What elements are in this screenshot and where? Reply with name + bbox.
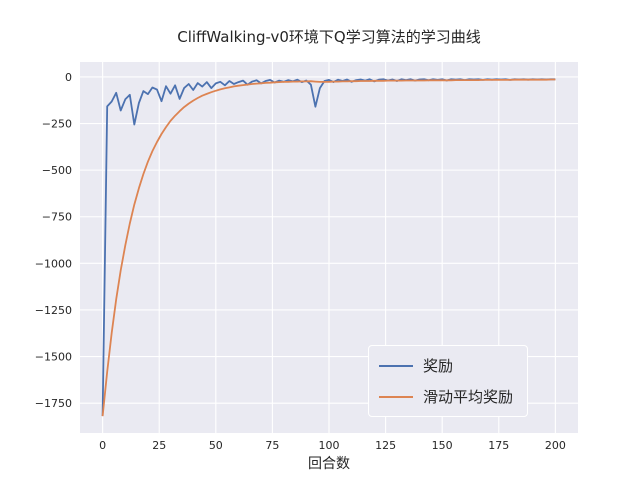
y-tick-label: 0 [65, 71, 72, 84]
y-tick-label: −1500 [35, 351, 72, 364]
x-tick-label: 175 [488, 439, 509, 452]
x-tick-label: 25 [152, 439, 166, 452]
x-tick-label: 0 [99, 439, 106, 452]
legend: 奖励 滑动平均奖励 [368, 345, 529, 417]
x-tick-label: 150 [432, 439, 453, 452]
moving-average-line [101, 78, 556, 417]
legend-line-swatch-moving-average [379, 395, 413, 398]
y-tick-label: −750 [42, 211, 72, 224]
x-tick-label: 75 [265, 439, 279, 452]
y-tick-label: −1250 [35, 304, 72, 317]
x-tick-label: 200 [545, 439, 566, 452]
legend-item-reward: 奖励 [379, 355, 513, 376]
x-tick-label: 50 [209, 439, 223, 452]
y-tick-label: −1750 [35, 397, 72, 410]
legend-item-moving-average: 滑动平均奖励 [379, 386, 513, 407]
x-tick-label: 125 [375, 439, 396, 452]
x-axis-label: 回合数 [308, 456, 350, 472]
y-tick-label: −500 [42, 164, 72, 177]
legend-label-reward: 奖励 [423, 357, 454, 375]
chart-title: CliffWalking-v0环境下Q学习算法的学习曲线 [177, 28, 481, 46]
y-tick-label: −1000 [35, 257, 72, 270]
legend-line-swatch-reward [379, 364, 413, 367]
legend-label-moving-average: 滑动平均奖励 [423, 388, 514, 406]
x-tick-label: 100 [319, 439, 340, 452]
y-tick-label: −250 [42, 118, 72, 131]
